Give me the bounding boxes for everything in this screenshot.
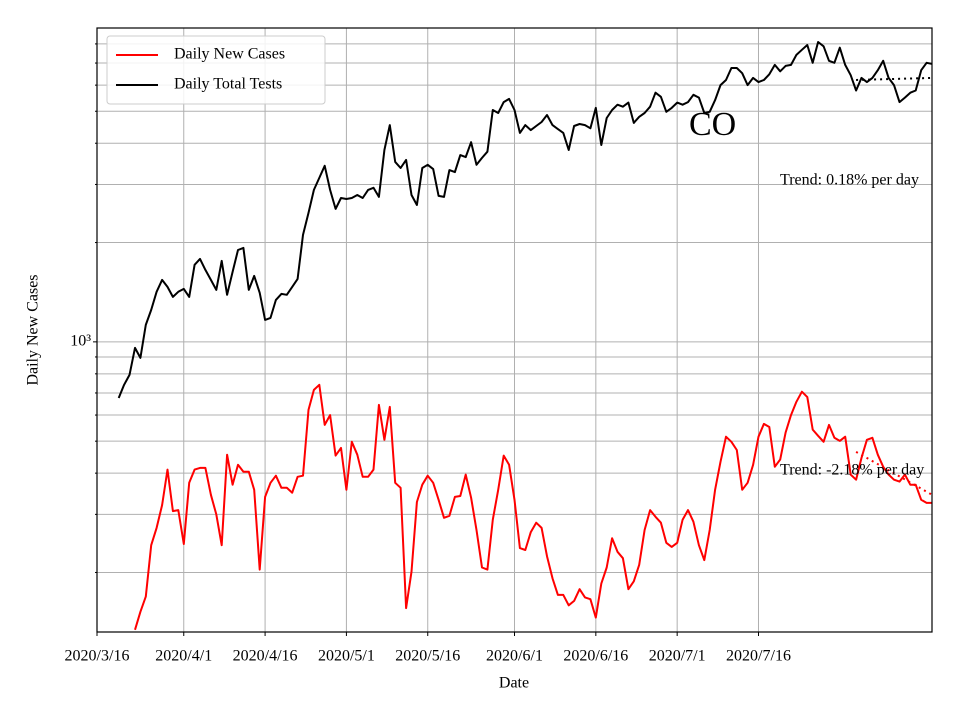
x-tick-label: 2020/7/16 <box>726 648 791 665</box>
x-tick-label: 2020/4/1 <box>155 648 212 665</box>
legend-box <box>106 35 326 105</box>
legend-label: Daily Total Tests <box>174 76 282 93</box>
x-axis-label: Date <box>499 675 529 692</box>
y-axis-label: Daily New Cases <box>25 274 42 385</box>
annotation: Trend: -2.18% per day <box>780 462 924 479</box>
y-tick-label: 10³ <box>70 333 91 350</box>
axes-frame <box>96 27 933 633</box>
annotation: Trend: 0.18% per day <box>780 172 919 189</box>
data-line <box>117 41 932 399</box>
x-tick-label: 2020/5/16 <box>395 648 460 665</box>
x-tick-label: 2020/4/16 <box>233 648 298 665</box>
trend-line <box>855 451 932 496</box>
legend: Daily New Cases Daily Total Tests <box>106 35 326 105</box>
plot-area <box>117 41 932 631</box>
trend-line <box>856 76 932 81</box>
x-tick-label: 2020/3/16 <box>65 648 130 665</box>
x-tick-label: 2020/6/1 <box>486 648 543 665</box>
x-tick-label: 2020/6/16 <box>563 648 628 665</box>
data-line <box>134 383 932 631</box>
x-tick-label: 2020/7/1 <box>649 648 706 665</box>
legend-label: Daily New Cases <box>174 46 285 63</box>
annotation: CO <box>689 106 736 143</box>
x-tick-label: 2020/5/1 <box>318 648 375 665</box>
